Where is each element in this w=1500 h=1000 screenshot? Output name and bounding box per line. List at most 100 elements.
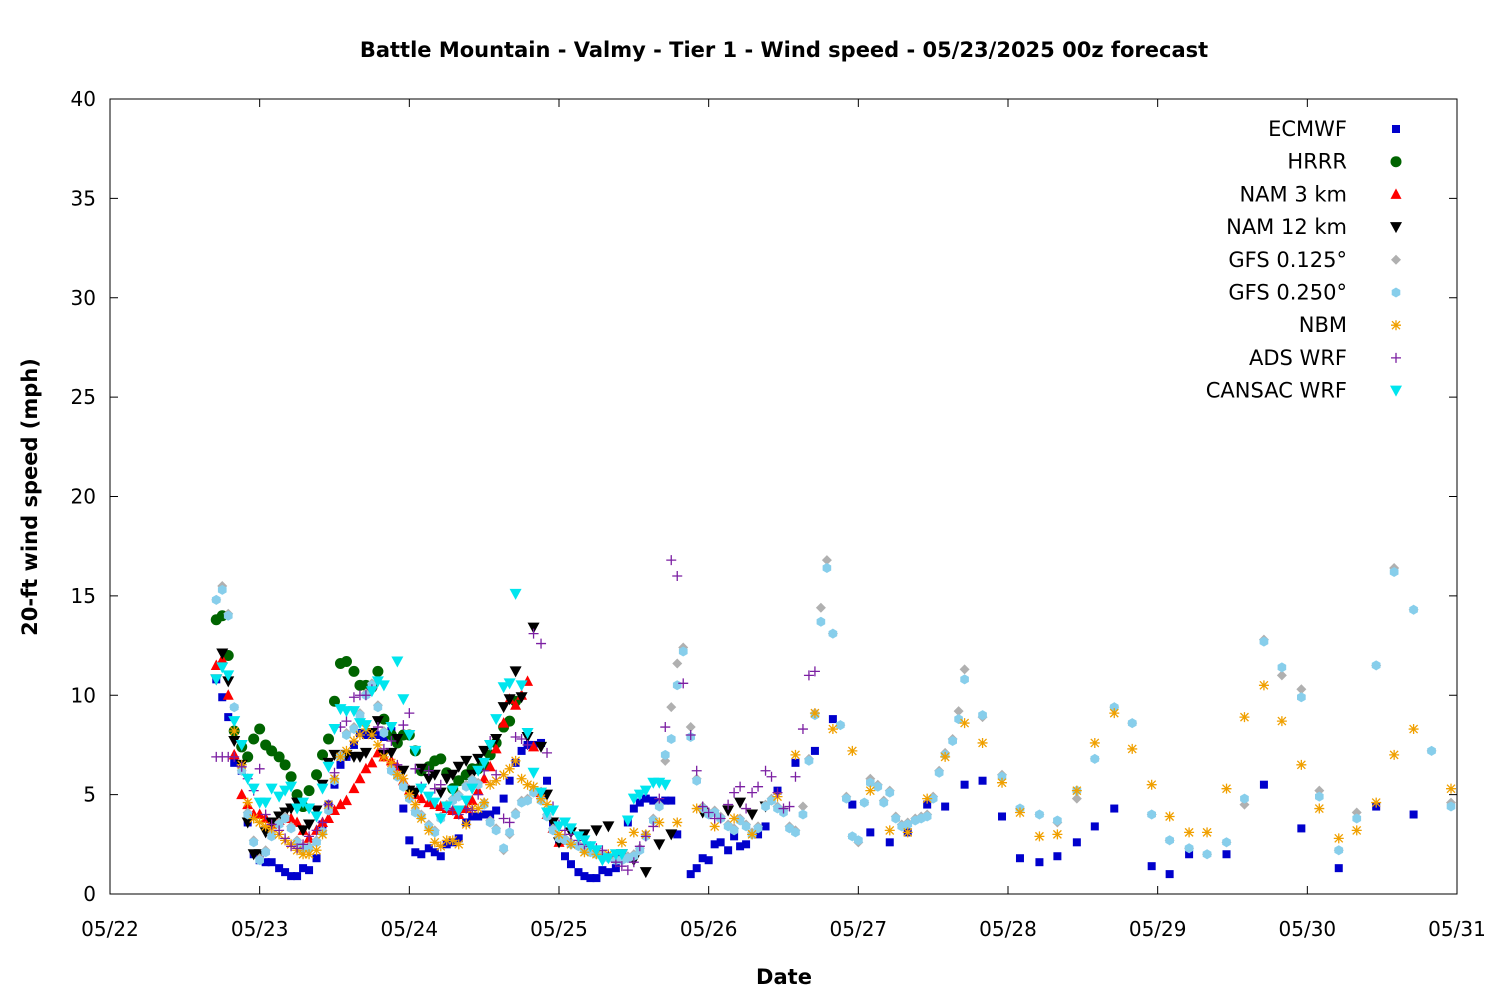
data-point-nbm (1314, 803, 1325, 814)
data-point-cansac-wrf (535, 787, 548, 799)
data-point-ecmwf (436, 852, 445, 861)
data-point-ads-wrf (304, 831, 315, 842)
data-point-cansac-wrf (440, 801, 453, 813)
data-point-gfs-0-250 (1222, 837, 1231, 848)
legend-marker-hrrr (1390, 156, 1402, 168)
data-point-nbm (542, 799, 553, 810)
data-point-cansac-wrf (385, 722, 398, 734)
data-point-ecmwf (885, 838, 894, 847)
data-point-nbm (366, 730, 377, 740)
data-point-gfs-0-250 (1147, 809, 1156, 820)
data-point-gfs-0-250 (1259, 636, 1269, 647)
data-point-gfs-0-125 (797, 801, 808, 812)
data-point-cansac-wrf (359, 720, 372, 732)
data-point-cansac-wrf (572, 831, 585, 843)
data-point-cansac-wrf (521, 728, 534, 740)
data-point-ecmwf (736, 842, 745, 851)
data-point-nam-12-km (734, 797, 747, 809)
x-tick-label: 05/26 (680, 917, 738, 941)
data-point-ads-wrf (423, 765, 434, 776)
data-point-nbm (429, 837, 440, 848)
data-point-ads-wrf (372, 722, 383, 733)
data-point-ecmwf (373, 731, 382, 739)
data-point-cansac-wrf (247, 783, 260, 795)
data-point-nbm (884, 825, 895, 836)
x-tick-label: 05/22 (81, 917, 139, 941)
data-point-cansac-wrf (584, 841, 597, 853)
data-point-nbm (1034, 831, 1045, 842)
x-tick-label: 05/30 (1279, 917, 1337, 941)
data-point-ecmwf (281, 868, 290, 877)
x-tick-label: 05/24 (381, 917, 439, 941)
data-point-nam-12-km (273, 811, 286, 823)
y-tick-label: 40 (71, 87, 96, 111)
data-point-ecmwf (635, 798, 644, 807)
data-point-ads-wrf (404, 708, 415, 719)
data-point-gfs-0-250 (791, 827, 800, 838)
data-point-cansac-wrf (639, 785, 652, 797)
data-point-ads-wrf (317, 817, 328, 828)
y-tick-label: 10 (71, 683, 96, 707)
data-point-nbm (423, 825, 434, 836)
data-point-nbm (1109, 708, 1120, 719)
data-point-ecmwf (480, 810, 489, 819)
data-point-gfs-0-125 (666, 702, 677, 713)
data-point-cansac-wrf (328, 724, 341, 736)
y-tick-label: 30 (71, 286, 96, 310)
data-point-ads-wrf (660, 722, 671, 733)
data-point-gfs-0-250 (660, 749, 670, 760)
data-point-cansac-wrf (235, 739, 248, 751)
data-point-gfs-0-250 (816, 616, 826, 627)
data-point-gfs-0-125 (685, 722, 696, 733)
data-point-nbm (1164, 811, 1175, 822)
data-point-nam-12-km (535, 741, 548, 753)
data-point-cansac-wrf (279, 785, 292, 797)
data-point-ecmwf (1147, 862, 1156, 871)
data-point-nam-3-km (323, 812, 335, 823)
data-point-gfs-0-250 (978, 710, 987, 721)
data-point-gfs-0-250 (960, 674, 969, 685)
data-point-cansac-wrf (241, 773, 254, 785)
data-point-gfs-0-250 (286, 823, 296, 834)
data-point-ecmwf (454, 834, 463, 843)
data-point-ads-wrf (266, 819, 277, 830)
y-tick-label: 25 (71, 385, 96, 409)
data-point-nbm (516, 773, 527, 784)
legend-label-hrrr: HRRR (1287, 150, 1347, 174)
data-point-ecmwf (704, 856, 713, 865)
data-point-cansac-wrf (578, 835, 591, 847)
data-point-ads-wrf (715, 813, 726, 824)
data-point-nbm (1052, 829, 1063, 840)
data-point-ecmwf (492, 806, 501, 815)
legend-label-gfs-0-250: GFS 0.250° (1228, 281, 1347, 305)
data-point-nbm (902, 827, 913, 838)
legend-label-ecmwf: ECMWF (1268, 117, 1347, 141)
data-point-ecmwf (499, 794, 508, 803)
data-point-gfs-0-250 (891, 813, 901, 824)
data-point-ads-wrf (678, 678, 689, 689)
data-point-ads-wrf (429, 783, 440, 794)
data-point-gfs-0-250 (767, 795, 776, 806)
data-point-ads-wrf (697, 801, 708, 812)
data-point-ecmwf (604, 868, 613, 877)
data-point-ads-wrf (753, 781, 764, 792)
data-point-nam-3-km (340, 794, 352, 806)
data-point-ecmwf (791, 758, 800, 767)
data-point-cansac-wrf (484, 739, 497, 751)
data-point-ads-wrf (640, 831, 651, 842)
data-point-hrrr (285, 771, 297, 783)
data-point-nbm (1333, 833, 1344, 844)
data-point-gfs-0-250 (379, 728, 389, 738)
data-point-cansac-wrf (397, 694, 410, 706)
data-point-nbm (997, 777, 1008, 788)
data-point-hrrr (266, 745, 278, 757)
data-point-gfs-0-250 (1297, 692, 1306, 703)
data-point-nbm (809, 708, 820, 719)
data-point-ecmwf (1053, 852, 1062, 861)
data-point-gfs-0-250 (1277, 662, 1287, 673)
data-point-nbm (447, 835, 458, 846)
data-point-nbm (311, 845, 322, 856)
data-point-ecmwf (1090, 822, 1099, 831)
x-tick-label: 05/27 (830, 917, 888, 941)
